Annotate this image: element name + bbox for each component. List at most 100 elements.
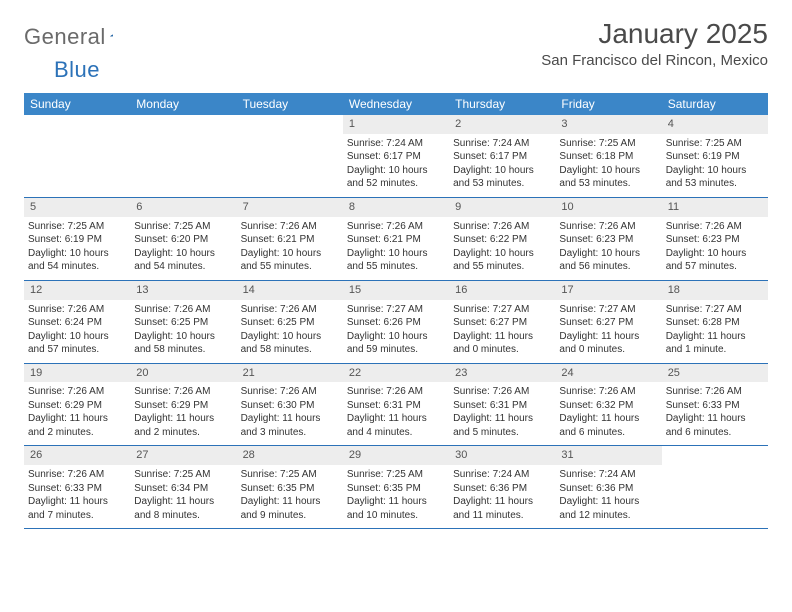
sunrise-line: Sunrise: 7:24 AM	[453, 137, 551, 151]
sunset-line: Sunset: 6:34 PM	[134, 482, 232, 496]
day-cell	[24, 115, 130, 197]
sunrise-line: Sunrise: 7:24 AM	[347, 137, 445, 151]
day-number: 28	[237, 446, 343, 465]
sunrise-line: Sunrise: 7:26 AM	[347, 385, 445, 399]
week-row: 5Sunrise: 7:25 AMSunset: 6:19 PMDaylight…	[24, 198, 768, 281]
day-number: 29	[343, 446, 449, 465]
day-cell: 1Sunrise: 7:24 AMSunset: 6:17 PMDaylight…	[343, 115, 449, 197]
title-block: January 2025 San Francisco del Rincon, M…	[541, 18, 768, 69]
sunrise-line: Sunrise: 7:26 AM	[241, 385, 339, 399]
daylight-line-1: Daylight: 11 hours	[134, 495, 232, 509]
week-row: 12Sunrise: 7:26 AMSunset: 6:24 PMDayligh…	[24, 281, 768, 364]
daylight-line-2: and 3 minutes.	[241, 426, 339, 440]
day-number: 13	[130, 281, 236, 300]
sunrise-line: Sunrise: 7:26 AM	[241, 220, 339, 234]
day-cell: 14Sunrise: 7:26 AMSunset: 6:25 PMDayligh…	[237, 281, 343, 363]
day-number: 27	[130, 446, 236, 465]
day-number: 19	[24, 364, 130, 383]
sunset-line: Sunset: 6:26 PM	[347, 316, 445, 330]
sunset-line: Sunset: 6:36 PM	[559, 482, 657, 496]
daylight-line-2: and 59 minutes.	[347, 343, 445, 357]
daylight-line-1: Daylight: 11 hours	[559, 412, 657, 426]
sunset-line: Sunset: 6:21 PM	[241, 233, 339, 247]
sunrise-line: Sunrise: 7:27 AM	[347, 303, 445, 317]
daylight-line-1: Daylight: 11 hours	[28, 495, 126, 509]
day-number: 1	[343, 115, 449, 134]
day-cell: 18Sunrise: 7:27 AMSunset: 6:28 PMDayligh…	[662, 281, 768, 363]
daylight-line-2: and 57 minutes.	[666, 260, 764, 274]
sunset-line: Sunset: 6:25 PM	[134, 316, 232, 330]
sunrise-line: Sunrise: 7:26 AM	[241, 303, 339, 317]
location-subtitle: San Francisco del Rincon, Mexico	[541, 52, 768, 69]
day-cell: 8Sunrise: 7:26 AMSunset: 6:21 PMDaylight…	[343, 198, 449, 280]
sunrise-line: Sunrise: 7:26 AM	[453, 220, 551, 234]
day-cell	[130, 115, 236, 197]
weeks-container: 1Sunrise: 7:24 AMSunset: 6:17 PMDaylight…	[24, 115, 768, 529]
day-cell: 7Sunrise: 7:26 AMSunset: 6:21 PMDaylight…	[237, 198, 343, 280]
daylight-line-2: and 55 minutes.	[347, 260, 445, 274]
sunrise-line: Sunrise: 7:26 AM	[666, 220, 764, 234]
day-cell: 12Sunrise: 7:26 AMSunset: 6:24 PMDayligh…	[24, 281, 130, 363]
sunrise-line: Sunrise: 7:26 AM	[134, 385, 232, 399]
daylight-line-1: Daylight: 10 hours	[347, 164, 445, 178]
sunrise-line: Sunrise: 7:24 AM	[453, 468, 551, 482]
daylight-line-1: Daylight: 11 hours	[453, 495, 551, 509]
sunrise-line: Sunrise: 7:26 AM	[666, 385, 764, 399]
daylight-line-1: Daylight: 11 hours	[241, 412, 339, 426]
day-number: 30	[449, 446, 555, 465]
sunrise-line: Sunrise: 7:26 AM	[28, 385, 126, 399]
sunset-line: Sunset: 6:25 PM	[241, 316, 339, 330]
day-cell	[237, 115, 343, 197]
daylight-line-1: Daylight: 11 hours	[453, 412, 551, 426]
sunset-line: Sunset: 6:21 PM	[347, 233, 445, 247]
sunset-line: Sunset: 6:19 PM	[28, 233, 126, 247]
day-number: 10	[555, 198, 661, 217]
sunset-line: Sunset: 6:31 PM	[453, 399, 551, 413]
sunrise-line: Sunrise: 7:27 AM	[453, 303, 551, 317]
day-cell: 11Sunrise: 7:26 AMSunset: 6:23 PMDayligh…	[662, 198, 768, 280]
daylight-line-1: Daylight: 11 hours	[453, 330, 551, 344]
day-number: 18	[662, 281, 768, 300]
daylight-line-1: Daylight: 11 hours	[559, 330, 657, 344]
dow-header-row: Sunday Monday Tuesday Wednesday Thursday…	[24, 93, 768, 115]
day-cell: 27 Sunrise: 7:25 AMSunset: 6:34 PMDayligh…	[130, 446, 236, 528]
day-cell: 29Sunrise: 7:25 AMSunset: 6:35 PMDayligh…	[343, 446, 449, 528]
daylight-line-1: Daylight: 11 hours	[347, 412, 445, 426]
day-cell: 24Sunrise: 7:26 AMSunset: 6:32 PMDayligh…	[555, 364, 661, 446]
sunrise-line: Sunrise: 7:26 AM	[134, 303, 232, 317]
daylight-line-1: Daylight: 10 hours	[453, 247, 551, 261]
day-cell: 3Sunrise: 7:25 AMSunset: 6:18 PMDaylight…	[555, 115, 661, 197]
day-cell: 15Sunrise: 7:27 AMSunset: 6:26 PMDayligh…	[343, 281, 449, 363]
day-number: 12	[24, 281, 130, 300]
day-cell: 5Sunrise: 7:25 AMSunset: 6:19 PMDaylight…	[24, 198, 130, 280]
brand-logo: General	[24, 24, 134, 50]
brand-part1: General	[24, 24, 106, 50]
daylight-line-2: and 53 minutes.	[453, 177, 551, 191]
day-number: 23	[449, 364, 555, 383]
sunset-line: Sunset: 6:22 PM	[453, 233, 551, 247]
daylight-line-2: and 52 minutes.	[347, 177, 445, 191]
daylight-line-1: Daylight: 10 hours	[666, 164, 764, 178]
daylight-line-2: and 54 minutes.	[134, 260, 232, 274]
sunset-line: Sunset: 6:31 PM	[347, 399, 445, 413]
daylight-line-1: Daylight: 11 hours	[28, 412, 126, 426]
daylight-line-1: Daylight: 11 hours	[241, 495, 339, 509]
daylight-line-2: and 12 minutes.	[559, 509, 657, 523]
week-row: 19Sunrise: 7:26 AMSunset: 6:29 PMDayligh…	[24, 364, 768, 447]
daylight-line-1: Daylight: 10 hours	[134, 247, 232, 261]
daylight-line-1: Daylight: 11 hours	[666, 330, 764, 344]
day-number: 26	[24, 446, 130, 465]
day-number: 2	[449, 115, 555, 134]
sunset-line: Sunset: 6:20 PM	[134, 233, 232, 247]
sunset-line: Sunset: 6:33 PM	[666, 399, 764, 413]
daylight-line-2: and 57 minutes.	[28, 343, 126, 357]
sunset-line: Sunset: 6:19 PM	[666, 150, 764, 164]
daylight-line-1: Daylight: 11 hours	[666, 412, 764, 426]
dow-monday: Monday	[130, 93, 236, 115]
daylight-line-2: and 10 minutes.	[347, 509, 445, 523]
daylight-line-2: and 7 minutes.	[28, 509, 126, 523]
sunset-line: Sunset: 6:32 PM	[559, 399, 657, 413]
sunrise-line: Sunrise: 7:25 AM	[134, 468, 232, 482]
sunrise-line: Sunrise: 7:25 AM	[28, 220, 126, 234]
month-title: January 2025	[541, 18, 768, 50]
